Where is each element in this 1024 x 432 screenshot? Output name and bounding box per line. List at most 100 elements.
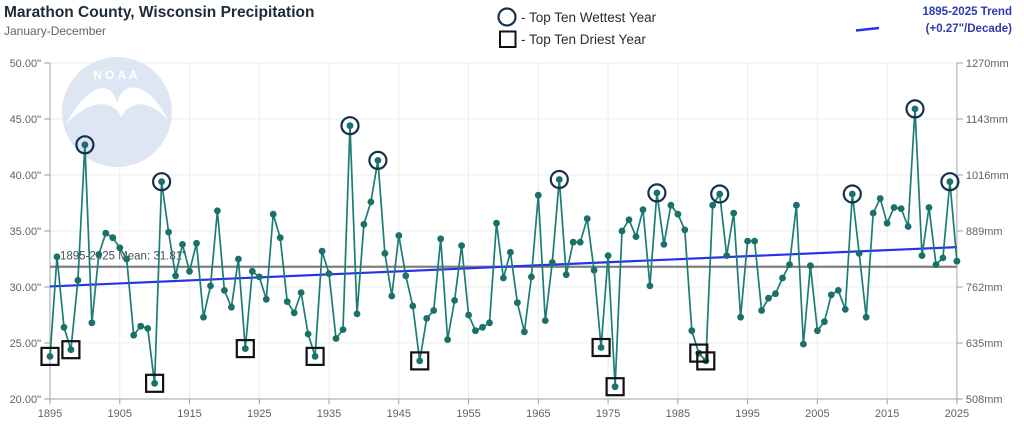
data-point	[339, 326, 347, 333]
data-point	[228, 303, 235, 311]
data-point	[374, 157, 382, 164]
data-point	[841, 306, 849, 313]
data-point	[555, 176, 563, 183]
data-point	[451, 297, 458, 304]
wettest-year-marker	[340, 116, 360, 136]
data-point	[430, 307, 438, 314]
data-point	[751, 237, 758, 245]
data-point	[416, 357, 424, 365]
data-point	[60, 323, 68, 331]
noaa-logo-circle	[62, 57, 172, 167]
data-point	[465, 311, 472, 319]
data-point	[597, 344, 605, 351]
data-point	[897, 205, 905, 213]
x-tick-label: 1935	[317, 408, 341, 420]
data-point	[904, 223, 912, 230]
y-tick-label-mm: 1143mm	[966, 114, 1008, 126]
data-point	[932, 261, 940, 268]
data-point	[367, 198, 375, 206]
data-point	[46, 353, 54, 360]
data-point	[611, 383, 619, 391]
y-tick-label-mm: 889mm	[966, 226, 1003, 238]
data-point	[193, 239, 200, 247]
data-point	[395, 232, 403, 239]
marker-layer	[40, 99, 960, 397]
data-point	[472, 327, 479, 335]
x-tick-label: 2015	[875, 408, 899, 420]
driest-year-marker	[61, 340, 81, 360]
data-point	[569, 238, 577, 246]
data-point	[890, 204, 898, 211]
data-point	[172, 272, 180, 280]
data-point	[674, 210, 682, 218]
data-point	[772, 290, 779, 298]
data-point	[186, 267, 193, 275]
trend-legend-line1: 1895-2025 Trend	[922, 6, 1012, 18]
wettest-year-marker	[152, 172, 172, 192]
data-point	[158, 178, 166, 186]
noaa-logo-watermark: NOAA	[62, 57, 172, 167]
data-point	[541, 317, 549, 324]
data-point	[911, 105, 919, 113]
trend-legend-swatch-icon	[855, 26, 880, 32]
data-point	[221, 287, 228, 294]
data-point	[360, 220, 368, 228]
data-point	[144, 325, 152, 332]
x-tick-label: 1975	[596, 408, 620, 420]
data-point	[381, 250, 389, 257]
data-point	[946, 178, 954, 186]
data-point	[437, 235, 445, 243]
noaa-logo-text: NOAA	[93, 68, 140, 82]
series-layer	[46, 105, 961, 391]
driest-year-marker	[40, 346, 60, 366]
data-point	[953, 257, 961, 265]
data-point	[583, 215, 591, 223]
data-point	[758, 307, 765, 314]
driest-year-marker	[605, 377, 625, 397]
wettest-year-marker	[710, 184, 730, 204]
data-point	[388, 292, 396, 300]
wettest-year-marker	[75, 135, 95, 155]
axis-layer: 50.00" 1270mm 45.00" 1143mm 40.00" 1016mm 35.0…	[10, 58, 1009, 420]
data-point	[534, 191, 542, 199]
x-tick-label: 1945	[387, 408, 411, 420]
data-point	[653, 189, 661, 197]
data-point	[709, 201, 717, 209]
page-subtitle: January-December	[4, 24, 106, 38]
driest-year-marker	[591, 337, 611, 358]
data-point	[883, 219, 891, 227]
data-point	[500, 274, 507, 282]
y-tick-label-inches: 50.00"	[10, 58, 42, 70]
x-tick-label: 1925	[247, 408, 271, 420]
data-point	[214, 207, 221, 215]
x-tick-label: 1895	[38, 408, 62, 420]
data-point	[318, 247, 326, 255]
data-point	[262, 295, 270, 303]
data-point	[165, 228, 173, 236]
data-point	[235, 255, 242, 263]
x-tick-label: 1915	[177, 408, 201, 420]
data-point	[576, 238, 584, 246]
y-tick-label-inches: 20.00"	[10, 394, 42, 406]
data-point	[562, 271, 570, 279]
data-point	[346, 122, 354, 130]
data-point	[109, 234, 117, 242]
data-point	[123, 255, 131, 263]
wettest-year-marker	[647, 183, 667, 203]
y-tick-label-inches: 40.00"	[10, 170, 42, 182]
data-point	[632, 233, 640, 241]
x-tick-label: 1905	[108, 408, 132, 420]
wettest-year-marker	[940, 172, 960, 192]
data-point	[88, 319, 96, 327]
data-point	[528, 273, 535, 281]
data-point	[137, 322, 145, 330]
y-tick-label-inches: 35.00"	[10, 226, 42, 238]
legend-driest-label: - Top Ten Driest Year	[521, 32, 646, 47]
data-point	[507, 248, 514, 256]
data-point	[311, 353, 319, 360]
data-point	[521, 328, 528, 336]
driest-year-marker	[305, 346, 325, 366]
data-point	[283, 298, 291, 305]
wettest-year-marker	[368, 150, 388, 170]
